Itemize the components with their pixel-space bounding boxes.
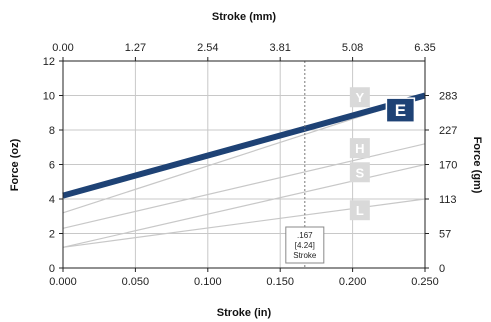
- y-tick-label: 10: [43, 91, 55, 103]
- x2-tick-label: 3.81: [269, 42, 290, 54]
- x2-tick-label: 6.35: [414, 42, 435, 54]
- series-badge-l: [349, 200, 370, 221]
- x-tick-label: 0.000: [49, 276, 77, 288]
- series-badge-label-l: L: [356, 203, 364, 218]
- y2-tick-label: 0: [439, 263, 445, 275]
- y-tick-label: 8: [49, 125, 55, 137]
- series-badge-e: [385, 97, 416, 123]
- y-tick-label: 6: [49, 160, 55, 172]
- x2-tick-label: 2.54: [197, 42, 218, 54]
- series-badge-label-y: Y: [356, 90, 365, 105]
- y2-tick-label: 283: [439, 91, 457, 103]
- y2-tick-label: 57: [439, 229, 451, 241]
- series-badge-s: [349, 162, 370, 183]
- y-tick-label: 4: [49, 194, 55, 206]
- y-tick-label: 0: [49, 263, 55, 275]
- series-badge-label-e: E: [395, 101, 406, 120]
- stroke-annotation-box: [285, 226, 325, 264]
- x2-tick-label: 0.00: [52, 42, 73, 54]
- stroke-annotation: .167[4.24]Stroke: [285, 61, 325, 268]
- stroke-annotation-text: Stroke: [293, 251, 317, 260]
- series-line-e: [62, 92, 426, 199]
- tick-labels: 0.000 0.00 0.050 1.27 0.100 2.54 0.150 3.81 0.20…: [43, 42, 458, 288]
- x2-tick-label: 1.27: [125, 42, 146, 54]
- series-line-h: [62, 143, 426, 229]
- left-axis-title: Force (oz): [9, 138, 21, 191]
- right-axis-title: Force (gm): [471, 137, 483, 194]
- series-badge-label-h: H: [355, 141, 364, 156]
- x-tick-label: 0.050: [122, 276, 150, 288]
- y-tick-label: 12: [43, 56, 55, 68]
- x2-tick-label: 5.08: [342, 42, 363, 54]
- series-badge-y: [349, 87, 370, 108]
- x-tick-label: 0.200: [339, 276, 367, 288]
- x-tick-label: 0.100: [194, 276, 222, 288]
- stroke-annotation-text: .167: [297, 231, 313, 240]
- x-tick-label: 0.250: [411, 276, 439, 288]
- top-axis-title: Stroke (mm): [212, 11, 277, 23]
- y2-tick-label: 170: [439, 160, 457, 172]
- grid: [63, 61, 425, 268]
- y2-tick-label: 227: [439, 125, 457, 137]
- y2-tick-label: 113: [439, 194, 457, 206]
- series-badge-label-s: S: [356, 165, 365, 180]
- series-badges: E Y HS L: [349, 87, 416, 221]
- series-badge-h: [349, 138, 370, 159]
- y-tick-label: 2: [49, 229, 55, 241]
- bottom-axis-title: Stroke (in): [217, 307, 272, 319]
- stroke-annotation-text: [4.24]: [295, 241, 315, 250]
- series-layer: [62, 92, 426, 248]
- x-tick-label: 0.150: [266, 276, 294, 288]
